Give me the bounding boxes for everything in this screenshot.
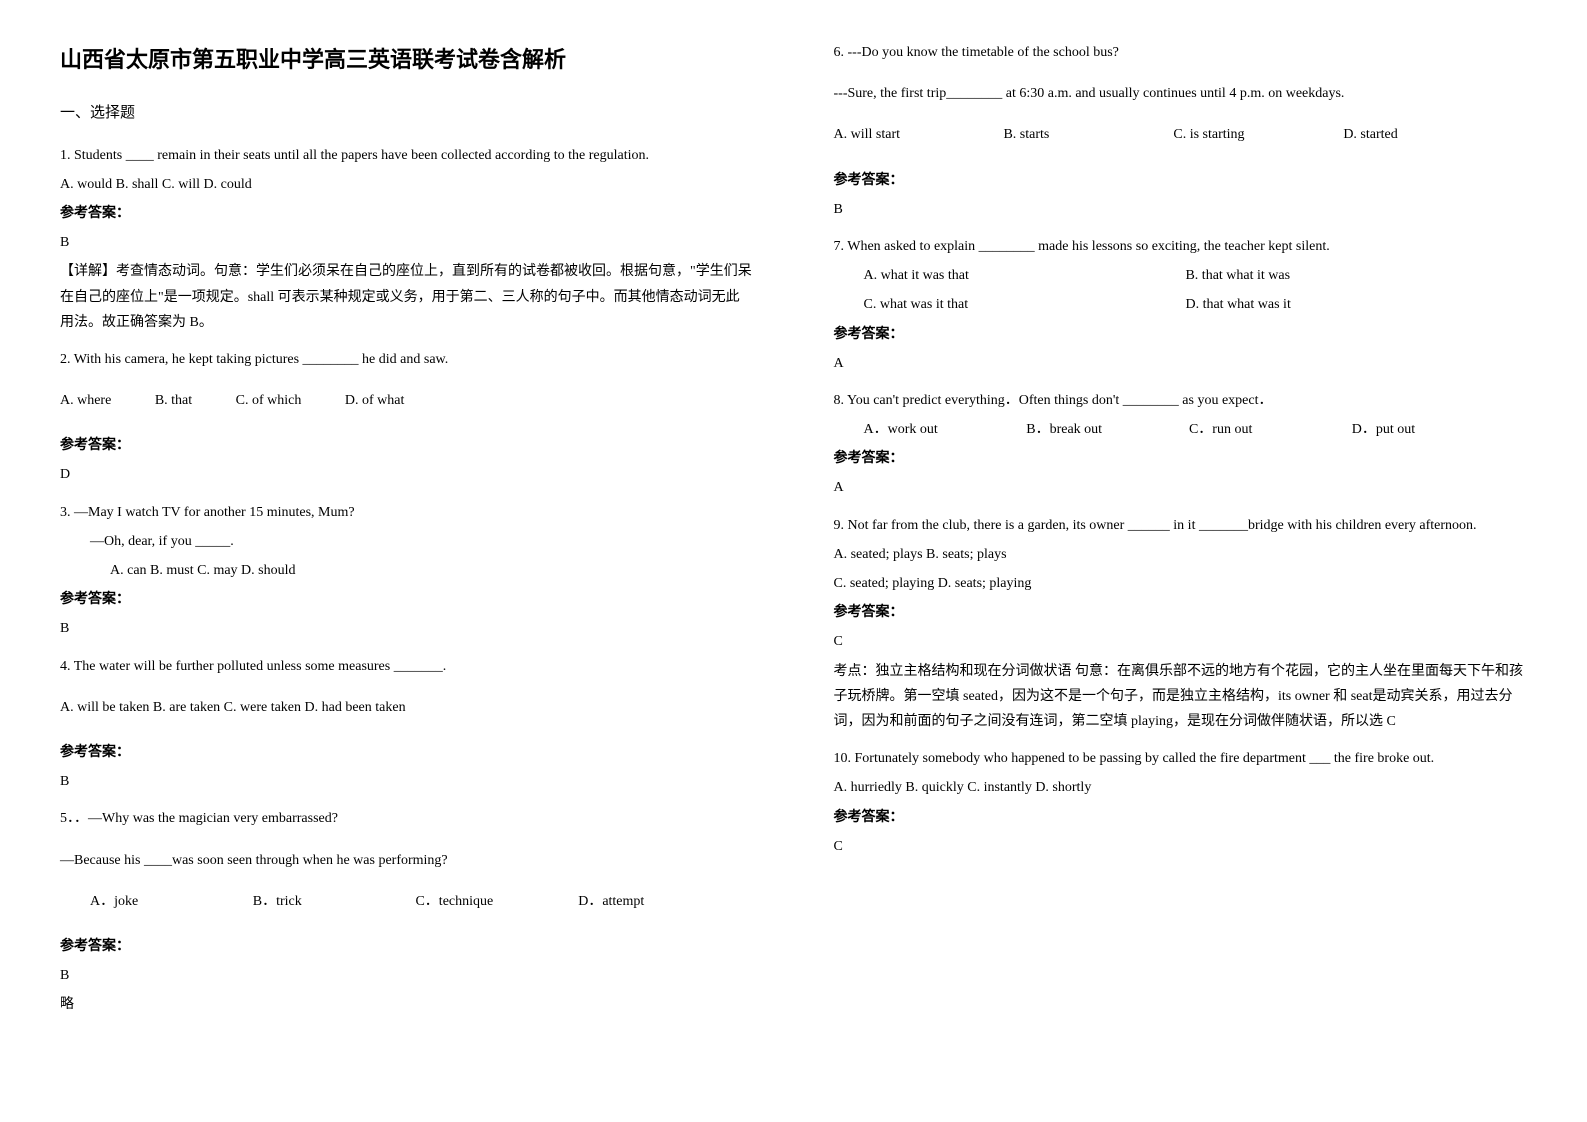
question-options: A. will be taken B. are taken C. were ta… bbox=[60, 695, 754, 720]
answer-explanation: 考点：独立主格结构和现在分词做状语 句意：在离俱乐部不远的地方有个花园，它的主人… bbox=[834, 659, 1528, 735]
section-heading: 一、选择题 bbox=[60, 100, 754, 127]
question-options-row1: A. what it was that B. that what it was bbox=[834, 263, 1528, 288]
answer-lue: 略 bbox=[60, 992, 754, 1017]
question-stem: 9. Not far from the club, there is a gar… bbox=[834, 513, 1528, 538]
option-d: D. of what bbox=[345, 388, 405, 413]
question-1: 1. Students ____ remain in their seats u… bbox=[60, 143, 754, 335]
answer-value: B bbox=[60, 616, 754, 641]
option-c: C．run out bbox=[1189, 417, 1348, 442]
question-8: 8. You can't predict everything．Often th… bbox=[834, 388, 1528, 501]
question-stem: 4. The water will be further polluted un… bbox=[60, 654, 754, 679]
option-c: C. what was it that bbox=[864, 292, 1182, 317]
option-d: D. started bbox=[1343, 122, 1509, 147]
question-options-row1: A. seated; plays B. seats; plays bbox=[834, 542, 1528, 567]
right-column: 6. ---Do you know the timetable of the s… bbox=[834, 40, 1528, 1029]
answer-value: B bbox=[60, 963, 754, 988]
answer-value: B bbox=[60, 230, 754, 255]
option-a: A. will start bbox=[834, 122, 1000, 147]
question-10: 10. Fortunately somebody who happened to… bbox=[834, 746, 1528, 859]
answer-label: 参考答案： bbox=[834, 805, 1528, 830]
question-options: A. where B. that C. of which D. of what bbox=[60, 388, 754, 413]
question-options: A．work out B．break out C．run out D．put o… bbox=[834, 417, 1528, 442]
option-b: B．break out bbox=[1026, 417, 1185, 442]
option-c: C. of which bbox=[236, 388, 302, 413]
answer-label: 参考答案： bbox=[834, 168, 1528, 193]
question-7: 7. When asked to explain ________ made h… bbox=[834, 234, 1528, 376]
answer-value: C bbox=[834, 834, 1528, 859]
document-title: 山西省太原市第五职业中学高三英语联考试卷含解析 bbox=[60, 40, 754, 80]
question-options: A. can B. must C. may D. should bbox=[60, 558, 754, 583]
answer-value: A bbox=[834, 351, 1528, 376]
option-d: D．put out bbox=[1352, 417, 1511, 442]
question-options: A. will start B. starts C. is starting D… bbox=[834, 122, 1528, 147]
option-b: B. that what it was bbox=[1185, 263, 1503, 288]
question-stem: 3. —May I watch TV for another 15 minute… bbox=[60, 500, 754, 525]
question-stem: 6. ---Do you know the timetable of the s… bbox=[834, 40, 1528, 65]
question-options-row2: C. seated; playing D. seats; playing bbox=[834, 571, 1528, 596]
page-container: 山西省太原市第五职业中学高三英语联考试卷含解析 一、选择题 1. Student… bbox=[60, 40, 1527, 1029]
option-a: A. where bbox=[60, 388, 111, 413]
question-stem: 2. With his camera, he kept taking pictu… bbox=[60, 347, 754, 372]
question-options: A. would B. shall C. will D. could bbox=[60, 172, 754, 197]
question-options: A. hurriedly B. quickly C. instantly D. … bbox=[834, 775, 1528, 800]
question-5: 5．．—Why was the magician very embarrasse… bbox=[60, 806, 754, 1017]
option-a: A．joke bbox=[90, 889, 249, 914]
question-4: 4. The water will be further polluted un… bbox=[60, 654, 754, 795]
option-a: A．work out bbox=[864, 417, 1023, 442]
question-stem-line2: —Oh, dear, if you _____. bbox=[60, 529, 754, 554]
option-b: B. that bbox=[155, 388, 192, 413]
question-stem: 5．．—Why was the magician very embarrasse… bbox=[60, 806, 754, 831]
answer-label: 参考答案： bbox=[834, 446, 1528, 471]
answer-label: 参考答案： bbox=[834, 322, 1528, 347]
question-stem: 1. Students ____ remain in their seats u… bbox=[60, 143, 754, 168]
question-options: A．joke B．trick C．technique D．attempt bbox=[60, 889, 754, 914]
answer-label: 参考答案： bbox=[60, 587, 754, 612]
question-stem-line2: —Because his ____was soon seen through w… bbox=[60, 848, 754, 873]
answer-value: A bbox=[834, 475, 1528, 500]
answer-explanation: 【详解】考查情态动词。句意：学生们必须呆在自己的座位上，直到所有的试卷都被收回。… bbox=[60, 259, 754, 335]
question-stem: 8. You can't predict everything．Often th… bbox=[834, 388, 1528, 413]
question-6: 6. ---Do you know the timetable of the s… bbox=[834, 40, 1528, 222]
answer-value: B bbox=[60, 769, 754, 794]
answer-label: 参考答案： bbox=[60, 740, 754, 765]
answer-value: C bbox=[834, 629, 1528, 654]
option-a: A. what it was that bbox=[864, 263, 1182, 288]
left-column: 山西省太原市第五职业中学高三英语联考试卷含解析 一、选择题 1. Student… bbox=[60, 40, 754, 1029]
answer-label: 参考答案： bbox=[60, 934, 754, 959]
option-c: C．technique bbox=[415, 889, 574, 914]
question-stem: 10. Fortunately somebody who happened to… bbox=[834, 746, 1528, 771]
question-stem: 7. When asked to explain ________ made h… bbox=[834, 234, 1528, 259]
question-2: 2. With his camera, he kept taking pictu… bbox=[60, 347, 754, 488]
option-b: B. starts bbox=[1003, 122, 1169, 147]
option-d: D. that what was it bbox=[1185, 292, 1503, 317]
answer-value: B bbox=[834, 197, 1528, 222]
answer-value: D bbox=[60, 462, 754, 487]
question-3: 3. —May I watch TV for another 15 minute… bbox=[60, 500, 754, 642]
question-options-row2: C. what was it that D. that what was it bbox=[834, 292, 1528, 317]
answer-label: 参考答案： bbox=[60, 433, 754, 458]
question-9: 9. Not far from the club, there is a gar… bbox=[834, 513, 1528, 735]
option-d: D．attempt bbox=[578, 889, 737, 914]
question-stem-line2: ---Sure, the first trip________ at 6:30 … bbox=[834, 81, 1528, 106]
option-c: C. is starting bbox=[1173, 122, 1339, 147]
answer-label: 参考答案： bbox=[60, 201, 754, 226]
option-b: B．trick bbox=[253, 889, 412, 914]
answer-label: 参考答案： bbox=[834, 600, 1528, 625]
